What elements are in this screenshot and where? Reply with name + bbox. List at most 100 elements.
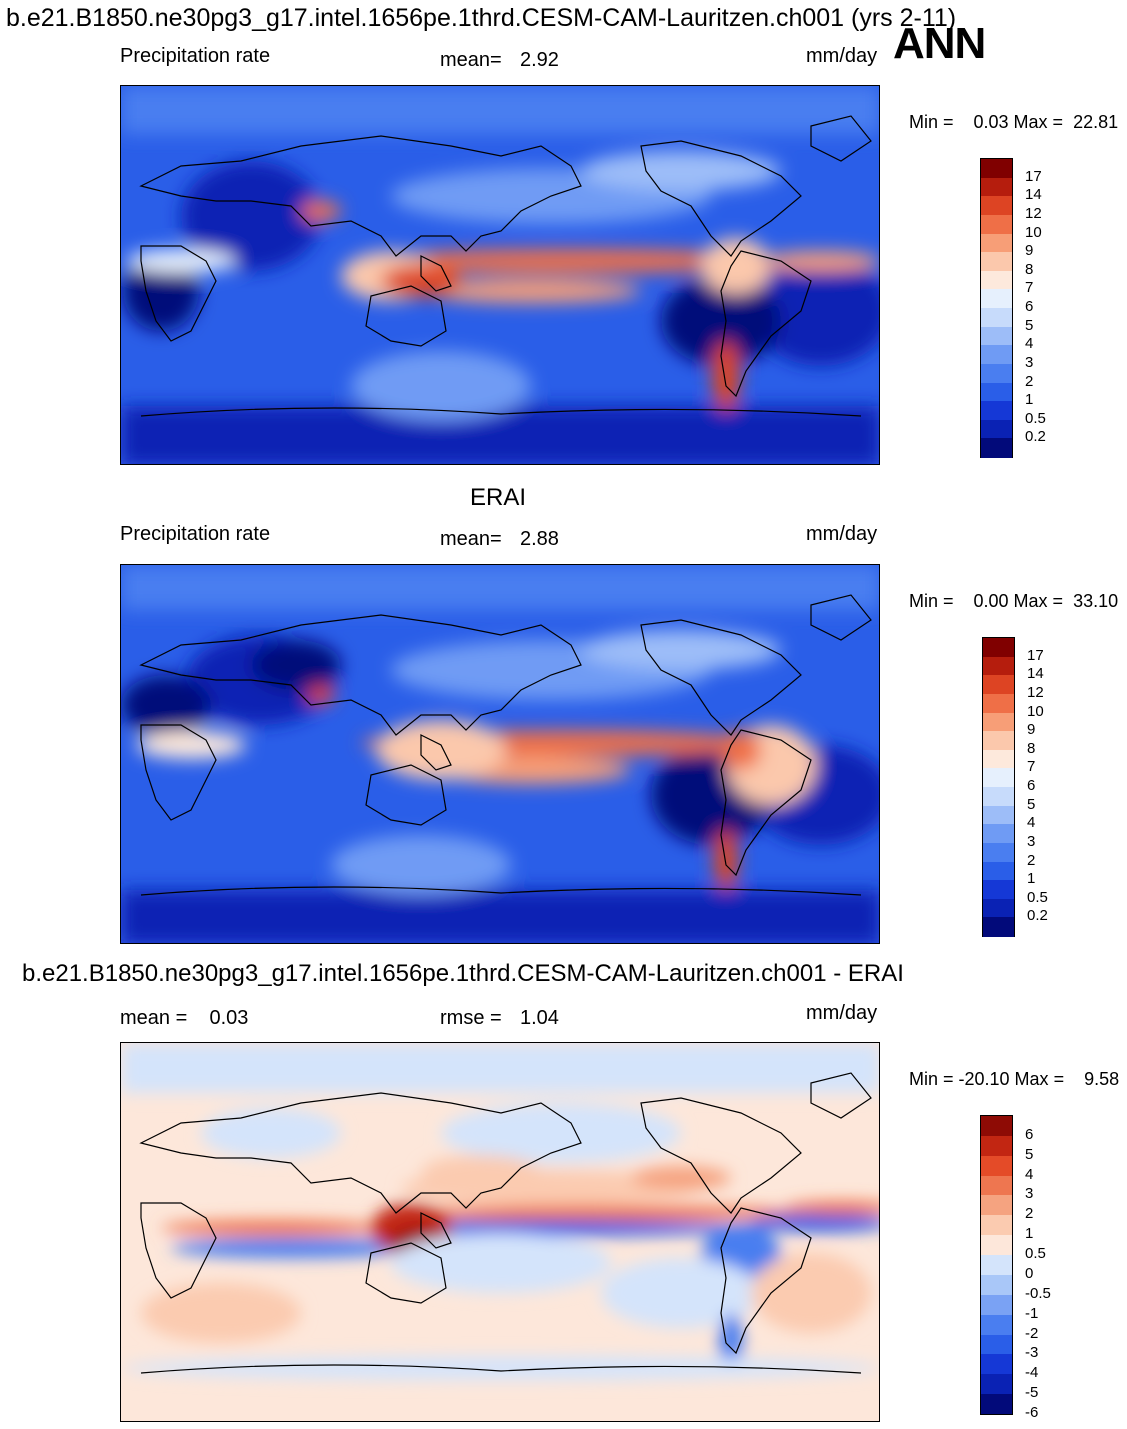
colorbar-tick-label: 4	[1025, 1165, 1034, 1183]
colorbar-swatch	[981, 1215, 1012, 1237]
colorbar-swatch	[981, 1235, 1012, 1257]
colorbar-swatch	[983, 731, 1014, 752]
colorbar-swatch	[981, 363, 1012, 384]
colorbar-tick-label: 6	[1025, 1125, 1034, 1143]
colorbar-swatch	[981, 1274, 1012, 1297]
colorbar-swatch	[983, 693, 1014, 714]
panel3-mean-label: mean = 0.03	[120, 1007, 249, 1029]
colorbar-tick-label: 6	[1027, 777, 1036, 794]
panel1-stat-label: mean=	[440, 49, 502, 71]
colorbar-swatch	[983, 712, 1014, 733]
colorbar-swatch	[981, 1374, 1012, 1396]
panel2-units: mm/day	[806, 523, 878, 545]
panel1-map-svg	[121, 86, 879, 464]
colorbar-tick-label: 5	[1027, 795, 1036, 813]
colorbar-swatch	[983, 675, 1014, 696]
colorbar-swatch	[981, 270, 1012, 291]
colorbar-swatch	[981, 214, 1012, 235]
colorbar-tick-label: 0.5	[1027, 888, 1048, 906]
panel1-coastlines	[139, 115, 872, 417]
panel3-colorbar	[980, 1115, 1013, 1415]
colorbar-tick-label: -3	[1025, 1344, 1039, 1362]
colorbar-swatch	[981, 382, 1012, 403]
colorbar-swatch	[981, 308, 1012, 329]
colorbar-swatch	[981, 1354, 1012, 1376]
colorbar-swatch	[983, 917, 1014, 937]
panel2-colorbar	[982, 637, 1015, 937]
panel1-units: mm/day	[806, 45, 878, 67]
panel2-stat-value: 2.88	[520, 528, 559, 550]
colorbar-tick-label: 6	[1025, 298, 1034, 315]
colorbar-swatch	[981, 438, 1012, 458]
colorbar-swatch	[981, 1314, 1012, 1337]
colorbar-swatch	[981, 326, 1012, 347]
colorbar-swatch	[981, 196, 1012, 217]
colorbar-swatch	[981, 1394, 1012, 1415]
colorbar-tick-label: 2	[1025, 1205, 1034, 1223]
colorbar-tick-label: 4	[1025, 335, 1034, 353]
colorbar-swatch	[983, 768, 1014, 789]
colorbar-swatch	[981, 1135, 1012, 1158]
colorbar-tick-label: 2	[1027, 851, 1036, 869]
colorbar-tick-label: 1	[1025, 1225, 1034, 1243]
colorbar-tick-label: 17	[1025, 167, 1042, 185]
colorbar-swatch	[983, 842, 1014, 863]
season-label: ANN	[893, 19, 986, 68]
colorbar-tick-label: 1	[1025, 391, 1034, 409]
colorbar-tick-label: 9	[1027, 721, 1036, 739]
colorbar-swatch	[983, 638, 1014, 659]
panel2-map-svg	[121, 565, 879, 943]
colorbar-tick-label: 7	[1025, 279, 1034, 297]
colorbar-tick-label: -0.5	[1025, 1284, 1051, 1302]
panel2-field-label: Precipitation rate	[120, 523, 271, 545]
panel3-diff-field	[121, 1043, 879, 1380]
panel1-map	[120, 85, 880, 465]
panel1-field-label: Precipitation rate	[120, 45, 271, 67]
colorbar-tick-label: -5	[1025, 1384, 1039, 1402]
colorbar-tick-label: 3	[1025, 353, 1034, 371]
colorbar-swatch	[981, 1334, 1012, 1356]
colorbar-swatch	[981, 252, 1012, 273]
panel3-stat-value: 1.04	[520, 1007, 559, 1029]
panel3-minmax: Min = -20.10 Max = 9.58	[909, 1069, 1120, 1089]
colorbar-tick-label: 3	[1027, 832, 1036, 850]
colorbar-tick-label: 2	[1025, 372, 1034, 390]
colorbar-swatch	[983, 880, 1014, 901]
colorbar-tick-label: -1	[1025, 1304, 1039, 1322]
colorbar-swatch	[983, 898, 1014, 919]
colorbar-tick-label: 10	[1027, 702, 1044, 720]
colorbar-swatch	[981, 1294, 1012, 1317]
panel2-title: ERAI	[470, 484, 527, 511]
colorbar-swatch	[981, 233, 1012, 254]
panel3-map	[120, 1042, 880, 1422]
plot-main-title: b.e21.B1850.ne30pg3_g17.intel.1656pe.1th…	[6, 4, 957, 32]
panel3-map-svg	[121, 1043, 879, 1421]
colorbar-swatch	[981, 419, 1012, 440]
colorbar-tick-label: 17	[1027, 646, 1044, 664]
colorbar-tick-label: 14	[1025, 186, 1042, 204]
colorbar-tick-label: 0.5	[1025, 409, 1046, 427]
colorbar-tick-label: -2	[1025, 1324, 1039, 1342]
colorbar-swatch	[983, 787, 1014, 808]
panel1-colorbar	[980, 158, 1013, 458]
colorbar-tick-label: 0	[1025, 1264, 1034, 1282]
colorbar-swatch	[981, 1155, 1012, 1178]
panel3-title: b.e21.B1850.ne30pg3_g17.intel.1656pe.1th…	[22, 960, 904, 987]
colorbar-tick-label: 10	[1025, 223, 1042, 241]
colorbar-tick-label: 9	[1025, 242, 1034, 260]
colorbar-swatch	[981, 159, 1012, 180]
colorbar-swatch	[981, 345, 1012, 366]
colorbar-tick-label: 0.2	[1025, 428, 1046, 446]
colorbar-tick-label: 0.5	[1025, 1245, 1046, 1263]
colorbar-tick-label: 12	[1027, 683, 1044, 701]
panel2-map	[120, 564, 880, 944]
panel2-minmax: Min = 0.00 Max = 33.10	[909, 591, 1119, 611]
panel1-minmax: Min = 0.03 Max = 22.81	[909, 112, 1119, 132]
colorbar-swatch	[983, 749, 1014, 770]
colorbar-swatch	[981, 1175, 1012, 1197]
colorbar-tick-label: 3	[1025, 1185, 1034, 1203]
colorbar-tick-label: 1	[1027, 870, 1036, 888]
colorbar-tick-label: -6	[1025, 1404, 1039, 1421]
colorbar-swatch	[981, 1255, 1012, 1277]
colorbar-tick-label: 0.2	[1027, 907, 1048, 925]
